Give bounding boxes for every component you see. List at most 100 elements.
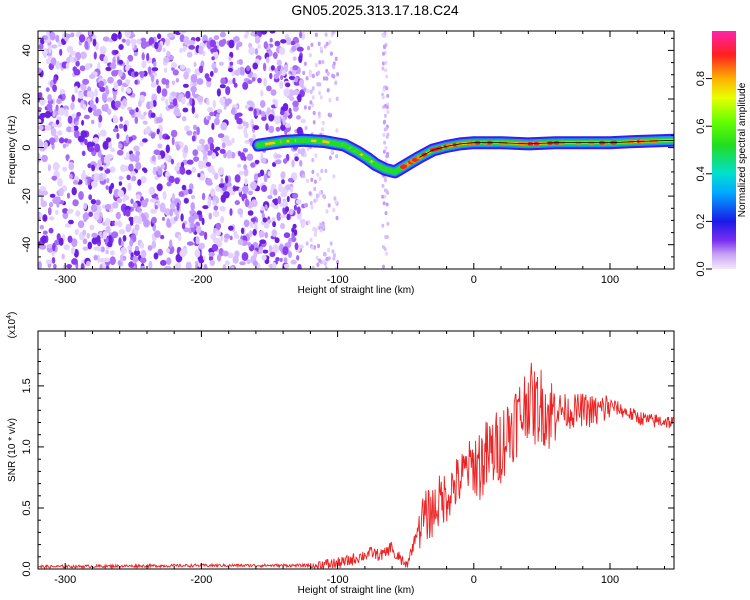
noise-blob (382, 51, 385, 56)
noise-blob (198, 258, 204, 264)
noise-blob (239, 261, 246, 266)
noise-blob (143, 111, 147, 116)
noise-blob (294, 76, 299, 83)
noise-blob (297, 263, 302, 269)
noise-blob (191, 166, 196, 173)
trace-centerline (419, 139, 674, 158)
noise-blob (206, 77, 212, 82)
noise-blob (271, 261, 277, 269)
noise-blob (100, 246, 105, 253)
noise-blob (113, 81, 119, 91)
noise-blob (383, 113, 387, 118)
noise-blob (118, 123, 124, 129)
noise-blob (280, 222, 285, 230)
noise-blob (288, 251, 292, 258)
noise-blob (258, 230, 265, 238)
noise-blob (45, 259, 53, 265)
noise-blob (118, 181, 123, 186)
noise-blob (43, 141, 48, 150)
x-tick-label: -300 (54, 274, 76, 286)
noise-blob (240, 227, 245, 234)
noise-blob (279, 46, 286, 55)
noise-blob (254, 159, 260, 164)
noise-blob (174, 165, 180, 172)
noise-blob (39, 97, 46, 106)
noise-blob (132, 202, 138, 209)
noise-blob (212, 99, 216, 109)
noise-blob (106, 177, 110, 184)
noise-blob (52, 242, 56, 252)
noise-blob (71, 94, 75, 103)
noise-blob (66, 264, 72, 269)
noise-blob (280, 171, 286, 180)
noise-blob (382, 245, 385, 249)
noise-blob (48, 45, 52, 54)
noise-blob (336, 72, 340, 77)
noise-blob (91, 164, 95, 172)
noise-blob (220, 216, 225, 223)
noise-blob (322, 193, 326, 199)
noise-blob (201, 217, 205, 226)
noise-blob (171, 62, 178, 68)
noise-blob (128, 261, 135, 268)
noise-blob (318, 190, 322, 196)
noise-blob (57, 40, 62, 48)
noise-blob (181, 116, 187, 122)
noise-blob (67, 115, 73, 124)
noise-blob (176, 144, 181, 151)
noise-blob (87, 176, 91, 186)
noise-blob (65, 33, 72, 39)
noise-blob (256, 186, 260, 192)
noise-blob (123, 124, 128, 132)
noise-blob (55, 104, 59, 111)
noise-blob (327, 112, 331, 118)
noise-blob (302, 70, 306, 76)
noise-blob (217, 240, 223, 248)
noise-blob (175, 78, 180, 83)
y-tick-label: 1.0 (21, 439, 33, 454)
noise-blob (81, 150, 86, 156)
noise-blob (91, 180, 98, 188)
noise-blob (196, 78, 204, 85)
noise-blob (332, 31, 336, 34)
snr-frame (37, 330, 675, 570)
noise-blob (150, 208, 155, 214)
trace-hotspot (349, 147, 356, 152)
noise-blob (282, 117, 286, 126)
noise-blob (318, 90, 321, 96)
noise-blob (180, 213, 184, 222)
snr-y-axis-label: SNR (10 * v/v) (7, 418, 18, 482)
noise-blob (112, 201, 119, 209)
noise-blob (382, 87, 386, 92)
noise-blob (185, 169, 192, 175)
snr-scale-close: ) (7, 312, 18, 315)
noise-blob (280, 74, 284, 81)
noise-blob (384, 211, 388, 216)
noise-blob (118, 69, 123, 77)
noise-blob (252, 229, 257, 236)
noise-blob (77, 220, 85, 229)
noise-blob (193, 213, 199, 220)
noise-blob (84, 138, 88, 146)
noise-blob (281, 187, 288, 196)
noise-blob (79, 65, 86, 72)
noise-blob (89, 99, 94, 108)
noise-blob (38, 124, 44, 131)
noise-blob (315, 197, 319, 202)
noise-blob (283, 232, 291, 239)
noise-blob (164, 153, 170, 162)
trace-hotspot (258, 142, 265, 147)
noise-blob (195, 36, 201, 42)
noise-blob (99, 86, 106, 92)
noise-blob (327, 203, 331, 208)
noise-blob (146, 101, 152, 110)
y-tick-label: 1.5 (21, 378, 33, 393)
noise-blob (82, 169, 86, 177)
noise-blob (151, 216, 157, 224)
noise-blob (82, 229, 87, 236)
noise-blob (140, 265, 146, 269)
noise-blob (41, 190, 49, 196)
noise-blob (118, 229, 126, 235)
noise-blob (166, 248, 170, 254)
noise-blob (306, 88, 310, 94)
